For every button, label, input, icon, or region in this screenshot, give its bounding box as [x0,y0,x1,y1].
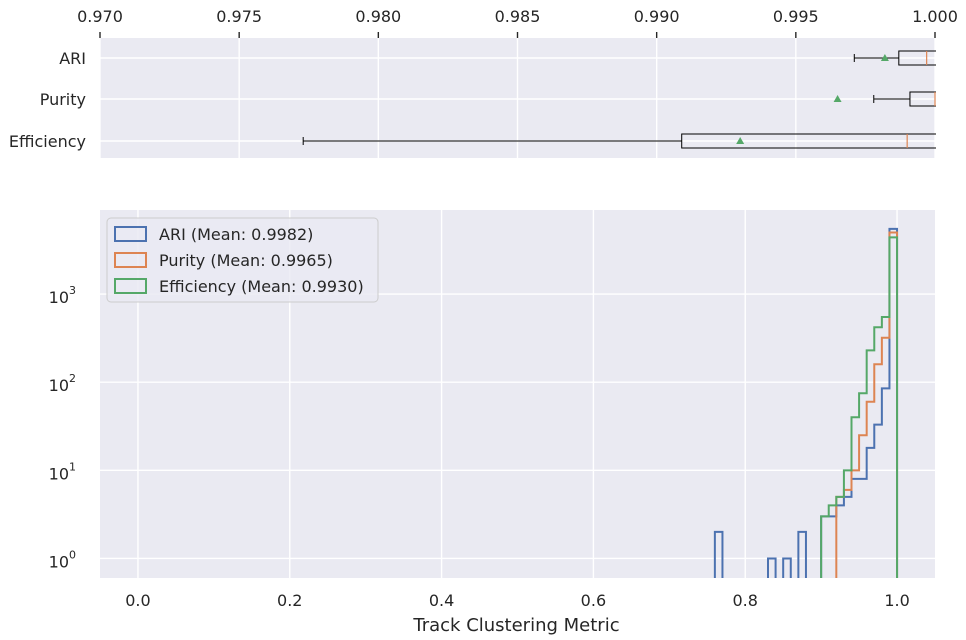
box-xtick-label: 0.980 [355,7,401,26]
hist-xtick-label: 1.0 [884,591,909,610]
legend-swatch-ari [114,226,147,242]
legend-swatch-purity [114,252,147,268]
mean-marker [880,54,889,61]
hist-xtick-label: 0.0 [125,591,150,610]
hist-legend: ARI (Mean: 0.9982) Purity (Mean: 0.9965) E… [106,217,379,303]
box-iqr [681,133,936,149]
box-xtick-label: 0.985 [495,7,541,26]
box-xtick-label: 1.000 [912,7,958,26]
hist-xtick-label: 0.2 [277,591,302,610]
hist-ytick-label: 103 [49,284,76,307]
box-xtick-label: 0.970 [77,7,123,26]
ytick-base: 10 [49,376,69,395]
hist-ytick-label: 101 [49,460,76,483]
legend-frame [106,217,379,303]
hist-series-group [713,227,899,578]
box-elements [302,50,936,149]
ytick-base: 10 [49,288,69,307]
hist-ytick-label: 100 [49,548,76,571]
ytick-base: 10 [49,552,69,571]
hist-x-axis-label: Track Clustering Metric [412,615,619,636]
boxplot-panel: 0.970 0.975 0.980 0.985 0.990 0.995 1.000 ARI Pu… [9,7,958,158]
ytick-base: 10 [49,464,69,483]
legend-label-ari: ARI (Mean: 0.9982) [159,225,313,244]
box-xtick-label: 0.995 [773,7,819,26]
ytick-exponent: 1 [69,460,76,473]
ytick-exponent: 2 [69,372,76,385]
legend-swatch-efficiency [114,278,147,294]
mean-marker [736,137,745,144]
box-iqr [898,50,936,66]
box-iqr [909,91,936,107]
ytick-exponent: 0 [69,548,76,561]
hist-ytick-label: 102 [49,372,76,395]
hist-xtick-label: 0.6 [581,591,606,610]
hist-series-ari [713,227,899,578]
legend-label-efficiency: Efficiency (Mean: 0.9930) [159,277,364,296]
legend-label-purity: Purity (Mean: 0.9965) [159,251,333,270]
box-category-label: Efficiency [9,132,86,151]
mean-marker [833,95,842,102]
box-xtick-label: 0.975 [216,7,262,26]
box-xtick-label: 0.990 [634,7,680,26]
box-category-label: ARI [59,49,86,68]
hist-xtick-label: 0.4 [429,591,454,610]
hist-series-efficiency [820,236,899,578]
box-category-label: Purity [40,90,86,109]
hist-xtick-label: 0.8 [733,591,758,610]
ytick-exponent: 3 [69,284,76,297]
